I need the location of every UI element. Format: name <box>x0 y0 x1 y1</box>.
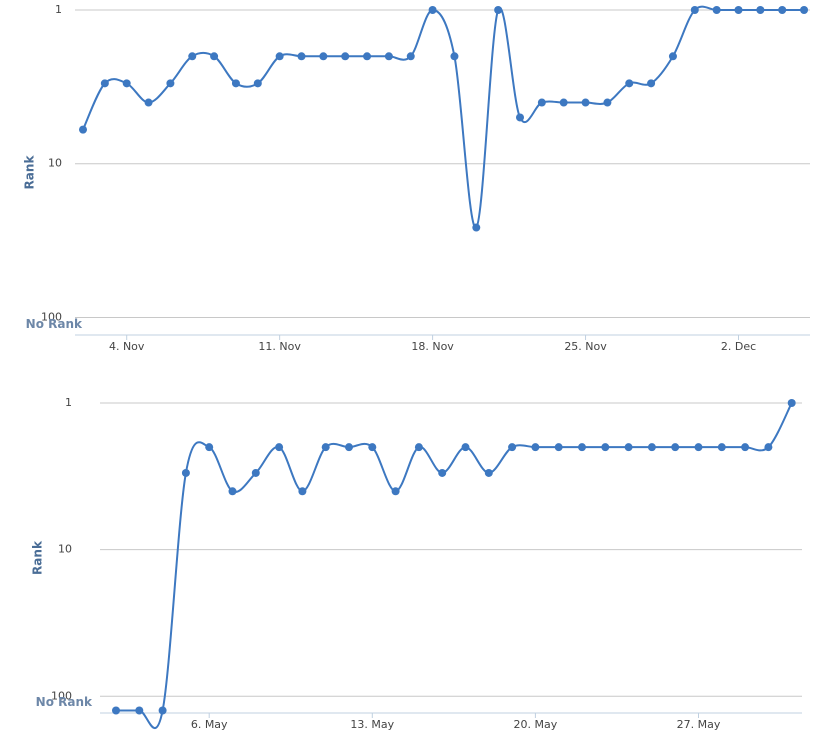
point <box>668 52 677 61</box>
x-tick-label: 6. May <box>191 718 228 731</box>
point <box>228 487 237 496</box>
point <box>624 443 633 452</box>
point <box>537 98 546 107</box>
point <box>205 443 214 452</box>
point <box>135 706 144 715</box>
y-tick-label: 10 <box>58 543 72 556</box>
x-tick-label: 2. Dec <box>721 340 756 353</box>
point <box>319 52 328 61</box>
y-tick-label: 10 <box>48 157 62 170</box>
point <box>144 98 153 107</box>
point <box>321 443 330 452</box>
point <box>694 443 703 452</box>
point <box>363 52 372 61</box>
point <box>787 399 796 407</box>
line <box>82 5 805 229</box>
y-axis-title: Rank <box>23 155 37 190</box>
point <box>484 468 493 477</box>
x-tick-label: 11. Nov <box>258 340 301 353</box>
point <box>778 6 787 14</box>
point <box>800 6 809 14</box>
point <box>472 223 481 232</box>
point <box>438 468 447 477</box>
point <box>298 487 307 496</box>
y-tick-label: 100 <box>51 689 72 702</box>
point <box>345 443 353 452</box>
point <box>231 79 240 88</box>
y-tick-label: 1 <box>65 396 72 409</box>
point <box>341 52 350 61</box>
y-tick-label: No Rank <box>36 695 93 709</box>
point <box>647 79 656 88</box>
point <box>625 79 634 88</box>
point <box>578 443 586 452</box>
point <box>647 443 656 452</box>
point <box>717 443 726 452</box>
point <box>122 79 131 88</box>
y-tick-label: No Rank <box>26 317 83 331</box>
point <box>391 487 400 496</box>
y-tick-label: 100 <box>41 310 62 323</box>
point <box>275 52 284 61</box>
point <box>368 443 377 452</box>
point <box>100 79 109 88</box>
point <box>112 706 120 715</box>
line <box>116 402 793 729</box>
point <box>559 98 568 107</box>
point <box>531 443 540 452</box>
point <box>516 113 524 122</box>
point <box>461 443 470 452</box>
point <box>741 443 750 452</box>
point <box>414 443 423 452</box>
point <box>601 443 610 452</box>
point <box>188 52 197 61</box>
point <box>712 6 721 14</box>
point <box>554 443 563 452</box>
point <box>581 98 590 107</box>
x-tick-label: 25. Nov <box>564 340 607 353</box>
x-tick-label: 4. Nov <box>109 340 145 353</box>
point <box>406 52 415 61</box>
point <box>690 6 699 14</box>
x-tick-label: 27. May <box>677 718 721 731</box>
point <box>158 706 167 715</box>
point <box>79 125 87 134</box>
point <box>384 52 393 61</box>
point <box>181 468 190 477</box>
x-tick-label: 13. May <box>350 718 394 731</box>
point <box>275 443 284 452</box>
y-tick-label: 1 <box>55 3 62 16</box>
point <box>251 468 260 477</box>
y-axis-title: Rank <box>31 540 45 575</box>
point <box>508 443 517 452</box>
point <box>297 52 306 61</box>
point <box>166 79 175 88</box>
point <box>671 443 680 452</box>
point <box>734 6 743 14</box>
point <box>210 52 219 61</box>
x-tick-label: 18. Nov <box>411 340 454 353</box>
point <box>756 6 765 14</box>
point <box>494 6 503 14</box>
point <box>253 79 262 88</box>
x-tick-label: 20. May <box>514 718 558 731</box>
point <box>428 6 437 14</box>
point <box>450 52 459 61</box>
point <box>603 98 612 107</box>
point <box>764 443 773 452</box>
